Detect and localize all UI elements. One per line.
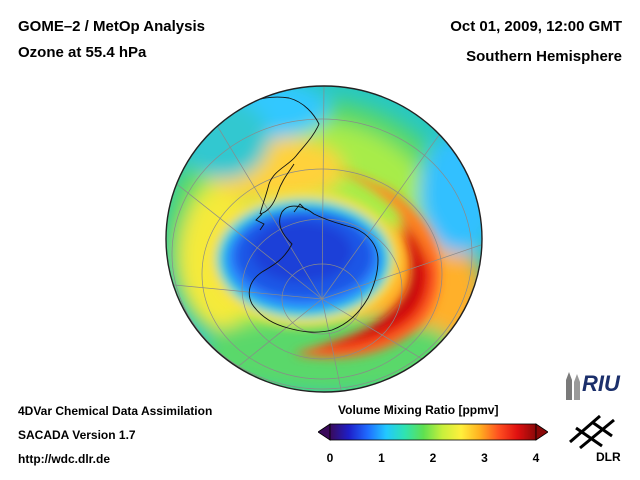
riu-logo-icon: [566, 372, 580, 400]
footer-line-version: SACADA Version 1.7: [18, 428, 136, 442]
ozone-hole-region: [209, 191, 399, 327]
map-subtitle: Ozone at 55.4 hPa: [18, 44, 147, 61]
colorbar-max-arrow: [535, 423, 548, 441]
ozone-max-band: [294, 169, 440, 358]
colorbar-tick-label: 2: [429, 451, 437, 465]
colorbar-tick-label: 1: [378, 451, 385, 465]
map-region: Southern Hemisphere: [466, 48, 622, 65]
dlr-logo-icon: [569, 414, 615, 450]
map-datetime: Oct 01, 2009, 12:00 GMT: [450, 18, 622, 35]
patagonia-coast: [259, 163, 295, 215]
colorbar-min-arrow: [318, 423, 331, 441]
graticule: [166, 86, 482, 392]
footer-line-method: 4DVar Chemical Data Assimilation: [18, 404, 213, 418]
colorbar-tick-label: 4: [532, 451, 540, 465]
globe-outline: [165, 85, 483, 393]
south-america-coast: [218, 96, 320, 215]
map-title: GOME–2 / MetOp Analysis: [18, 18, 205, 35]
riu-logo-text: RIU: [582, 371, 620, 396]
footer-line-url[interactable]: http://wdc.dlr.de: [18, 452, 110, 466]
dlr-logo-text: DLR: [596, 450, 621, 464]
colorbar-bar: [329, 423, 537, 441]
colorbar-title: Volume Mixing Ratio [ppmv]: [338, 403, 499, 417]
colorbar: [318, 423, 548, 441]
ozone-globe-map: [165, 85, 483, 393]
colorbar-tick-label: 0: [326, 451, 334, 465]
colorbar-tick-label: 3: [481, 451, 488, 465]
